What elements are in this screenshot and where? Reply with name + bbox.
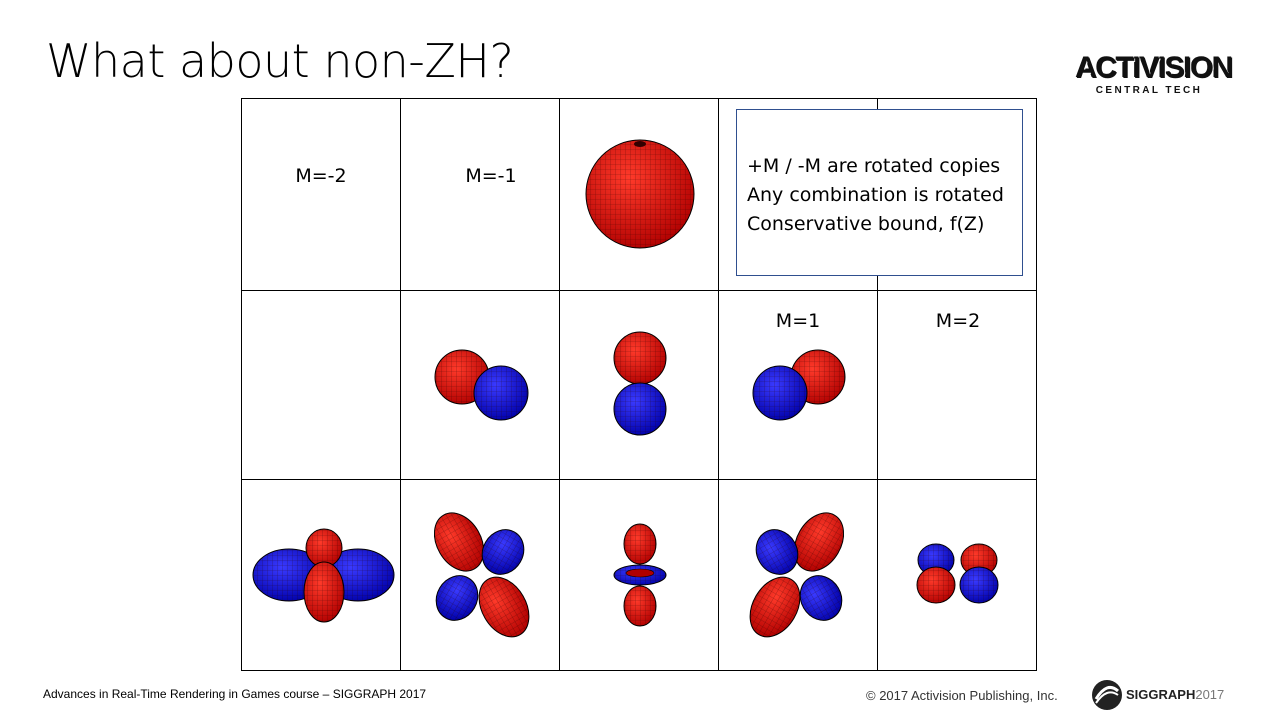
clover-diagonal-icon [433,512,530,638]
label-m-minus-1: M=-1 [465,165,517,187]
siggraph-bold: SIGGRAPH [1126,687,1196,702]
cell-r3-c5 [878,480,1037,671]
cell-r2-c5: M=2 [878,291,1037,480]
callout-line-2: Any combination is rotated [747,184,1004,206]
logo-wordmark: ACTIVISION [1076,52,1234,85]
clover-diagonal-mirrored-icon [749,512,845,638]
slide-title: What about non-ZH? [46,34,514,88]
cell-r1-c2: M=-1 [401,99,560,291]
callout-line-3: Conservative bound, f(Z) [747,213,985,235]
cell-r3-c2 [401,480,560,671]
cell-r1-c1: M=-2 [242,99,401,291]
label-m-minus-2: M=-2 [295,165,347,187]
cell-r1-c5 [878,99,1037,291]
dipole-vertical-icon [613,331,667,436]
activision-logo: ACTIVISION CENTRAL TECH [1076,52,1234,104]
siggraph-year: 2017 [1195,687,1225,702]
cell-r3-c3 [560,480,719,671]
callout-box: +M / -M are rotated copies Any combinati… [736,109,1023,276]
dipole-diagonal-mirrored-icon [752,349,846,421]
clover-small-icon [916,543,999,604]
cell-r1-c3 [560,99,719,291]
label-m-plus-1: M=1 [775,310,821,332]
cell-r3-c1 [242,480,401,671]
cell-r2-c1 [242,291,401,480]
cell-r2-c2 [401,291,560,480]
course-footer: Advances in Real-Time Rendering in Games… [43,687,427,701]
sphere-lobe-icon [585,139,695,249]
siggraph-wordmark: SIGGRAPH2017 [1126,687,1224,702]
copyright-footer: © 2017 Activision Publishing, Inc. [866,688,1058,703]
cell-r2-c4: M=1 [719,291,878,480]
label-m-plus-2: M=2 [935,310,981,332]
siggraph-emblem-icon [1092,680,1122,710]
cell-r3-c4 [719,480,878,671]
callout-line-1: +M / -M are rotated copies [747,155,1001,177]
cell-r2-c3 [560,291,719,480]
zonal-torus-icon [613,523,667,627]
dipole-diagonal-icon [434,349,529,421]
siggraph-logo: SIGGRAPH2017 [1090,678,1230,712]
logo-subtitle: CENTRAL TECH [1095,85,1203,96]
clover-horizontal-icon [252,528,395,623]
